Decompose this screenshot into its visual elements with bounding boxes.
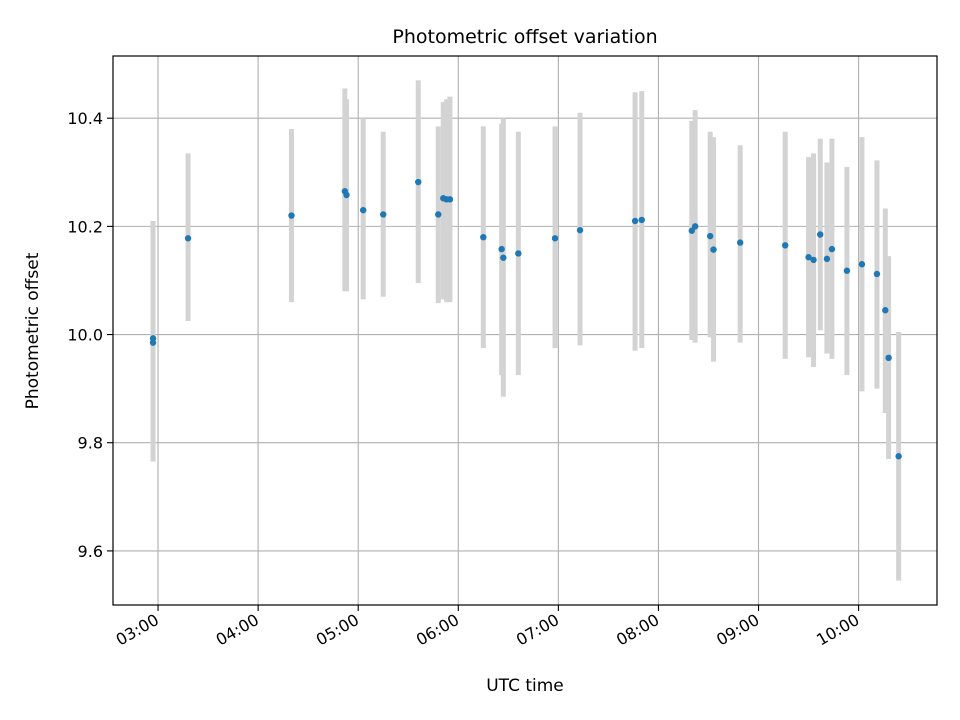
y-tick-label: 10.4 [67,109,103,128]
data-point [360,206,367,214]
x-axis-label: UTC time [486,676,564,696]
y-axis-label: Photometric offset [23,252,43,409]
data-point [782,242,789,249]
plot-frame [112,55,938,606]
y-tick-label: 9.6 [78,542,103,561]
data-point [435,211,442,218]
data-point [480,233,487,241]
data-point [498,245,505,253]
data-point [638,216,645,224]
data-point [631,217,639,225]
data-point [500,254,507,261]
data-point [706,232,714,240]
data-point [691,223,699,230]
data-point [515,250,522,257]
data-points [149,178,902,460]
y-tick-label: 10.0 [67,326,103,345]
data-point [149,335,157,342]
data-point [710,246,717,253]
y-tick-label: 10.2 [67,217,103,236]
data-point [823,255,831,263]
data-point [184,235,192,242]
grid-lines [113,56,937,605]
y-tick-label: 9.8 [78,434,103,453]
data-point [805,254,812,261]
data-point [843,267,851,274]
data-point [885,354,892,362]
data-point [858,261,866,268]
data-point [873,270,881,278]
data-point [343,191,350,199]
data-point [576,226,584,234]
data-point [736,239,744,246]
data-point [817,231,824,238]
data-point [551,235,559,242]
data-point [446,196,454,203]
data-point [380,211,387,218]
data-point [810,256,817,264]
data-point [688,227,696,234]
chart-title: Photometric offset variation [392,26,657,48]
data-point [882,307,889,314]
y-axis-ticks: 9.6 9.8 10.0 10.2 10.4 [67,109,113,561]
data-point [895,453,902,460]
data-point [828,245,836,253]
data-point [415,178,422,186]
data-point [288,212,295,219]
